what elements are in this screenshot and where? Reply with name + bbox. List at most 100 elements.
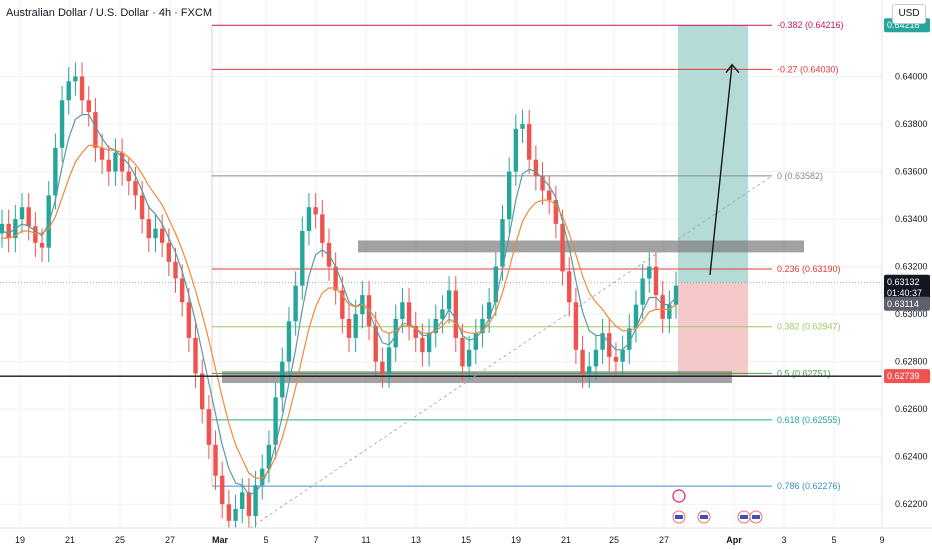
candle-body [506,171,512,220]
candle-body [246,492,252,517]
candle-body [260,468,265,486]
price-tick-label: 0.62600 [895,404,928,414]
candle-body [440,309,445,319]
time-tick-label: 19 [15,535,25,545]
candle-body [346,318,352,338]
candle-body [446,290,452,310]
candle-body [533,159,539,177]
candle-body [587,366,592,374]
candle-body [206,409,212,445]
candle-body [186,302,192,338]
flag-stripe-icon [752,515,760,519]
moving-averages [1,113,677,496]
price-tick-label: 0.63400 [895,214,928,224]
fib-label: 0.5 (0.62751) [777,368,831,378]
time-axis[interactable]: 19 21 25 27 Mar 5 7 11 13 15 19 21 25 27 Apr 3 5 9 [0,527,932,550]
candle-body [526,124,532,160]
candle-body [640,278,645,305]
candle-body [660,295,665,319]
candle-body [300,230,305,286]
candle-body [6,223,11,239]
time-tick-label: 25 [609,535,619,545]
fib-label: -0.27 (0.64030) [777,64,839,74]
candle-body [113,152,118,172]
stop-zone [678,282,748,377]
candle-body [333,266,338,291]
candle-body [313,207,318,215]
candle-body [106,159,111,172]
candle-body [613,356,619,362]
candle-body [193,337,198,374]
resistance-zone [358,240,804,253]
candle-body [253,485,258,517]
arrow-head [725,63,740,74]
price-axis[interactable]: 0.64000 0.63800 0.63600 0.63400 0.63200 0.630… [881,0,932,528]
candle-body [220,475,225,505]
candle-body [633,304,639,329]
time-tick-label: 15 [461,535,471,545]
countdown-label: 01:40:37 [887,288,922,298]
time-tick-label: 25 [115,535,125,545]
symbol-title[interactable]: Australian Dollar / U.S. Dollar · 4h · F… [6,7,212,19]
candle-body [560,223,565,272]
candle-body [39,242,45,248]
time-tick-label: Mar [212,535,229,545]
price-tick-label: 0.63800 [895,119,928,129]
currency-button[interactable]: USD [892,4,926,24]
candle-body [353,314,358,338]
price-tick-label: 0.62400 [895,452,928,462]
candle-body [647,266,652,279]
fib-trend-line[interactable] [249,175,773,529]
candle-body [567,271,572,303]
candle-body [19,207,25,220]
candle-body [166,242,172,262]
fib-label: 0.618 (0.62555) [777,415,841,425]
candle-body [266,444,272,469]
time-tick-label: 21 [561,535,571,545]
time-tick-label: 27 [165,535,175,545]
candle-body [420,337,425,353]
candle-body [513,128,519,172]
time-tick-label: 7 [313,535,318,545]
candle-body [53,147,58,196]
candle-body [179,278,185,303]
time-tick-label: 9 [879,535,884,545]
candle-body [500,219,505,267]
candle-body [226,504,232,521]
candle-body [460,337,465,367]
fib-label: 0.382 (0.62947) [777,322,841,332]
time-tick-label: 27 [659,535,669,545]
candle-body [600,333,605,350]
chart-grid [0,0,883,528]
drawings[interactable] [0,63,882,529]
candle-body [580,349,585,374]
fib-label: 0.236 (0.63190) [777,264,841,274]
time-tick-label: 3 [781,535,786,545]
price-tick-label: 0.62800 [895,357,928,367]
candle-body [173,261,178,279]
projection-arrow[interactable] [709,64,733,276]
fib-retracement[interactable]: -0.382 (0.64216) -0.27 (0.64030) 0 (0.6358… [211,20,844,491]
event-icons[interactable] [672,489,763,524]
flag-stripe-icon [675,515,683,519]
lightning-event-icon[interactable] [672,489,686,503]
candle-body [79,76,85,101]
candle-body [480,318,485,334]
candle-body [380,361,385,374]
candle-body [0,223,5,234]
candle-body [366,295,372,327]
candle-body [653,266,659,296]
candle-body [73,76,78,82]
candle-body [413,326,418,338]
candle-body [320,214,325,243]
candle-body [386,347,392,374]
candle-body [59,100,65,148]
candle-body [466,349,472,367]
price-axis-bg [882,0,932,528]
candle-body [373,326,378,362]
current-price-tag-bg [884,274,930,301]
candle-body [26,207,31,227]
candle-body [213,444,218,476]
price-tick-label: 0.63200 [895,262,928,272]
